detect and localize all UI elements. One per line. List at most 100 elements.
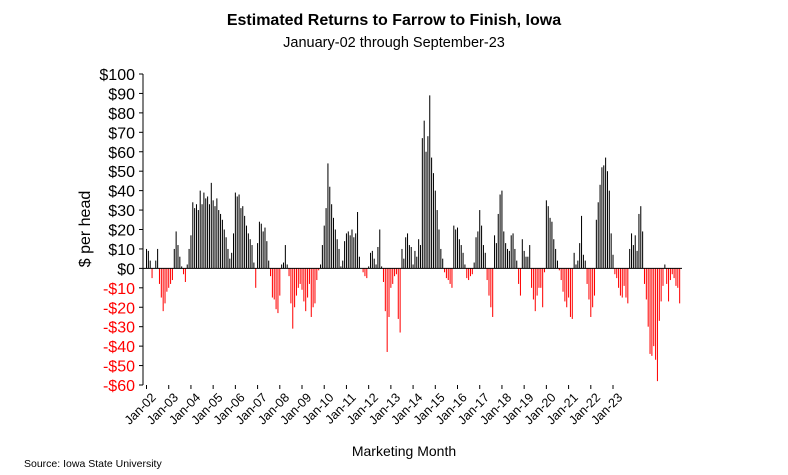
bar — [201, 204, 203, 269]
bar — [212, 200, 214, 269]
bar — [634, 235, 636, 269]
bar — [445, 268, 447, 279]
bar — [490, 268, 492, 308]
bar — [503, 231, 505, 269]
bar — [405, 237, 407, 269]
bar — [205, 198, 207, 269]
bar — [382, 268, 384, 282]
bar — [584, 260, 586, 269]
bar — [497, 213, 499, 269]
bar — [208, 204, 210, 269]
bar — [271, 268, 273, 298]
bar — [547, 206, 549, 269]
bar — [373, 258, 375, 269]
bar — [671, 268, 673, 275]
bar — [255, 268, 257, 288]
bar — [451, 268, 453, 288]
bar — [312, 268, 314, 308]
y-tick-label: -$40 — [103, 339, 135, 356]
bar — [479, 210, 481, 269]
bar — [195, 204, 197, 269]
bar — [277, 268, 279, 314]
bar — [599, 184, 601, 269]
bar — [606, 171, 608, 269]
bar — [434, 190, 436, 269]
bar — [553, 239, 555, 269]
bar — [488, 268, 490, 296]
bar — [475, 237, 477, 269]
bar — [642, 231, 644, 269]
bar — [233, 233, 235, 269]
bar — [245, 225, 247, 269]
bar — [542, 268, 544, 308]
bar — [146, 248, 148, 269]
bar — [147, 250, 149, 269]
bar — [370, 252, 372, 269]
bar — [375, 264, 377, 269]
bar — [266, 241, 268, 269]
bar — [336, 239, 338, 269]
bar — [436, 210, 438, 269]
bar — [421, 138, 423, 269]
bar — [194, 208, 196, 269]
bar — [323, 225, 325, 269]
bar — [569, 268, 571, 317]
bar — [192, 202, 194, 269]
chart-subtitle: January-02 through September-23 — [283, 35, 505, 51]
bar — [284, 245, 286, 269]
bar — [214, 206, 216, 269]
bar — [536, 268, 538, 296]
bar — [494, 235, 496, 269]
y-axis-ticks: $100 $90 $80 $70 $60 $50 $40 $30 $20 $10 $0 -$10 -$2… — [99, 67, 143, 395]
bar — [499, 194, 501, 269]
bar — [301, 268, 303, 290]
bar — [381, 266, 383, 269]
bar — [418, 239, 420, 269]
bar — [349, 235, 351, 269]
bar — [629, 248, 631, 269]
bar — [244, 215, 246, 269]
bar — [560, 268, 562, 281]
bar — [482, 245, 484, 269]
bar — [610, 233, 612, 269]
bar — [407, 233, 409, 269]
bar — [260, 223, 262, 269]
bar — [555, 248, 557, 269]
bar — [164, 268, 166, 304]
bar — [240, 208, 242, 269]
bar — [282, 262, 285, 269]
bar — [440, 248, 442, 269]
bar — [595, 219, 597, 269]
bar — [453, 225, 455, 269]
bar — [157, 248, 159, 269]
bar — [640, 206, 642, 269]
bar — [183, 268, 185, 275]
bar — [473, 262, 475, 269]
bar — [605, 157, 607, 269]
bar — [320, 264, 322, 269]
bar — [669, 268, 671, 281]
bar — [623, 268, 625, 286]
bar — [427, 136, 429, 269]
bar — [558, 268, 560, 271]
bar — [394, 268, 396, 277]
bar — [573, 252, 575, 269]
bar — [662, 268, 664, 286]
bar — [303, 268, 305, 302]
bar — [347, 231, 349, 269]
bar — [199, 190, 201, 269]
bar — [471, 268, 473, 275]
bar — [340, 266, 342, 269]
bar — [160, 268, 162, 298]
bar — [166, 268, 168, 292]
bar — [218, 210, 220, 269]
bar — [597, 202, 599, 269]
bar — [253, 262, 255, 269]
bar — [632, 245, 634, 269]
bar — [457, 227, 459, 269]
bar — [464, 264, 466, 269]
bar — [392, 268, 394, 284]
bar — [395, 268, 397, 275]
bar — [297, 268, 299, 288]
